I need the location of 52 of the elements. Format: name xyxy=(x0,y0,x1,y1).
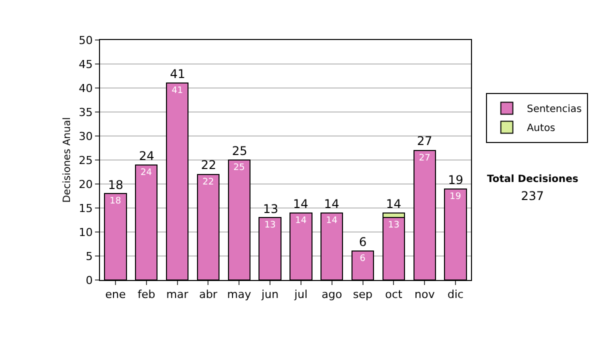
x-tick-label: ago xyxy=(322,288,342,302)
x-tick-label: dic xyxy=(447,288,464,302)
y-tick-label: 25 xyxy=(78,154,93,167)
data-label: 19 xyxy=(450,192,462,202)
y-tick-label: 40 xyxy=(78,82,93,95)
total-label: 19 xyxy=(448,173,464,187)
data-label: 14 xyxy=(326,216,338,226)
total-label: 14 xyxy=(386,197,402,211)
total-label: 41 xyxy=(170,67,186,81)
text: 237 xyxy=(521,189,544,203)
x-tick-label: nov xyxy=(414,288,436,302)
y-tick-label: 20 xyxy=(78,178,93,191)
data-label: 24 xyxy=(140,168,152,178)
y-tick-label: 45 xyxy=(78,58,93,71)
legend-label: Autos xyxy=(526,123,556,134)
total-label: 14 xyxy=(293,197,308,211)
data-label: 22 xyxy=(202,177,214,188)
data-label: 13 xyxy=(264,220,276,231)
x-tick-label: jul xyxy=(293,288,308,302)
y-tick-label: 15 xyxy=(78,202,93,215)
data-label: 18 xyxy=(110,196,122,207)
legend-label: Sentencias xyxy=(526,104,582,116)
total-label: 13 xyxy=(263,202,278,216)
y-tick-label: 35 xyxy=(78,106,93,119)
data-label: 27 xyxy=(418,153,430,164)
x-tick-label: may xyxy=(227,288,252,302)
y-tick-label: 5 xyxy=(86,250,93,263)
x-tick-label: mar xyxy=(166,288,189,302)
x-tick-label: feb xyxy=(138,288,156,302)
data-label: 13 xyxy=(388,220,400,231)
data-label: 14 xyxy=(295,216,307,226)
y-tick-label: 30 xyxy=(78,130,93,143)
data-label: 25 xyxy=(233,163,245,173)
y-axis-title: Decisiones Anual xyxy=(62,117,73,203)
y-tick-label: 10 xyxy=(78,226,93,239)
total-label: 25 xyxy=(232,144,248,158)
text: Total Decisiones xyxy=(487,174,578,185)
data-label: 6 xyxy=(360,254,366,264)
y-tick-label: 0 xyxy=(86,274,93,287)
total-label: 6 xyxy=(359,235,367,249)
y-tick-label: 50 xyxy=(78,34,93,47)
x-tick-label: abr xyxy=(199,288,218,302)
data-label: 41 xyxy=(172,86,184,96)
total-label: 27 xyxy=(417,134,432,148)
total-label: 24 xyxy=(139,149,154,163)
x-tick-label: oct xyxy=(385,288,403,302)
total-label: 14 xyxy=(324,197,340,211)
total-label: 18 xyxy=(108,178,124,192)
x-tick-label: jun xyxy=(260,288,279,302)
x-tick-label: ene xyxy=(105,288,126,302)
x-tick-label: sep xyxy=(353,288,373,302)
total-label: 22 xyxy=(201,158,216,172)
